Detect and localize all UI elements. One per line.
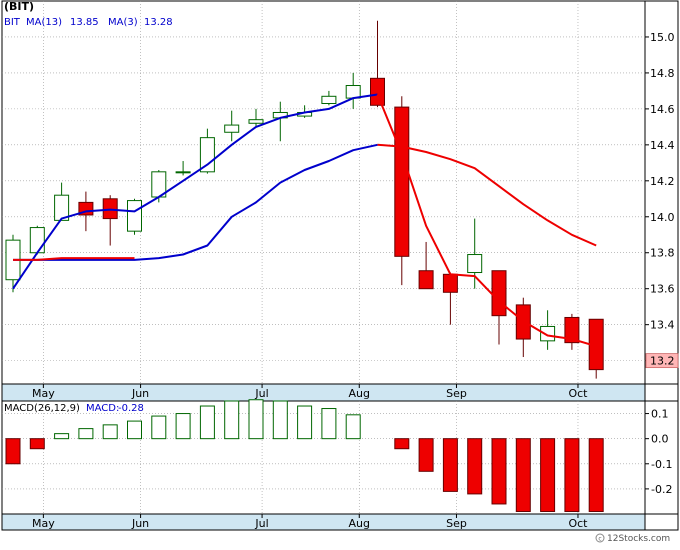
macd-axis-label: 0.0 — [651, 433, 669, 446]
macd-bar — [248, 399, 264, 440]
macd-axis-label: -0.1 — [651, 458, 672, 471]
price-month-label: Sep — [446, 387, 467, 400]
macd-month-label: Jun — [131, 517, 149, 530]
price-legend-value: 13.28 — [144, 17, 173, 28]
price-axis-label: 14.4 — [650, 139, 675, 152]
price-axis-label: 13.8 — [650, 247, 675, 260]
candle-body — [199, 137, 215, 173]
candle-body — [564, 316, 580, 344]
candle-body — [224, 124, 240, 133]
macd-bar — [491, 438, 507, 505]
price-legend-label: MA(3) — [108, 17, 138, 28]
candle-body — [442, 273, 458, 293]
candle-body — [321, 95, 337, 104]
price-axis-panel — [644, 0, 679, 385]
macd-month-strip — [1, 513, 646, 531]
macd-bar — [394, 438, 410, 450]
macd-month-label: May — [32, 517, 55, 530]
macd-month-label: Oct — [568, 517, 588, 530]
candle-body — [175, 171, 191, 174]
price-legend-label: MA(13) — [26, 17, 62, 28]
macd-axis-label: -0.2 — [651, 483, 672, 496]
macd-axis-label: 0.1 — [651, 408, 669, 421]
watermark-text: 12Stocks.com — [607, 534, 670, 544]
macd-bar — [199, 405, 215, 440]
macd-bar — [540, 438, 556, 512]
candle-body — [467, 254, 483, 274]
candle-body — [127, 200, 142, 232]
price-legend-symbol: BIT — [4, 17, 21, 28]
ma13-line — [13, 143, 378, 261]
macd-bar — [54, 433, 70, 440]
macd-legend-value-label: MACD: — [86, 403, 119, 414]
price-month-strip — [1, 383, 646, 402]
last-price-badge — [645, 353, 679, 369]
macd-bar — [127, 420, 142, 440]
price-month-label: Jul — [254, 387, 268, 400]
ma3-line — [13, 257, 135, 261]
macd-bar — [175, 413, 191, 440]
macd-bar — [321, 408, 337, 440]
price-month-label: May — [32, 387, 55, 400]
price-month-strip-axis — [644, 383, 679, 402]
macd-bar — [515, 438, 531, 512]
macd-legend-value: -0.28 — [118, 403, 144, 414]
macd-bar — [224, 400, 240, 440]
macd-bar — [102, 424, 118, 440]
candle-body — [491, 270, 507, 317]
price-axis-label: 14.2 — [650, 175, 675, 188]
candle-body — [418, 270, 434, 290]
svg-text:c: c — [598, 536, 601, 543]
price-axis-label: 14.8 — [650, 67, 675, 80]
price-month-label: Jun — [131, 387, 149, 400]
chart-title: (BIT) — [4, 0, 34, 13]
macd-legend-label: MACD(26,12,9) — [4, 403, 80, 414]
price-axis-label: 14.0 — [650, 211, 675, 224]
watermark: c 12Stocks.com — [595, 533, 670, 544]
macd-bar — [151, 415, 167, 440]
macd-bar — [29, 438, 45, 450]
candle-body — [248, 119, 264, 124]
macd-bar — [588, 438, 604, 512]
macd-bar — [442, 438, 458, 492]
macd-month-label: Sep — [446, 517, 467, 530]
price-month-label: Oct — [568, 387, 588, 400]
price-axis-label: 13.4 — [650, 319, 675, 332]
macd-bar — [345, 414, 361, 440]
ma13-line — [377, 143, 597, 247]
macd-bar — [467, 438, 483, 495]
macd-bar — [78, 428, 94, 440]
candle-body — [394, 106, 410, 257]
candle-body — [29, 227, 45, 254]
price-axis-label: 13.6 — [650, 283, 675, 296]
macd-bar — [297, 405, 313, 440]
last-price-label: 13.2 — [650, 355, 675, 368]
candle-body — [370, 77, 385, 106]
macd-bar — [418, 438, 434, 472]
macd-bar — [5, 438, 21, 465]
candle-body — [54, 194, 70, 221]
price-month-label: Aug — [349, 387, 370, 400]
candle-body — [540, 325, 556, 342]
macd-month-strip-axis — [644, 513, 679, 531]
macd-month-label: Jul — [254, 517, 268, 530]
price-legend-value: 13.85 — [70, 17, 99, 28]
price-axis-label: 15.0 — [650, 31, 675, 44]
macd-bar — [272, 400, 288, 440]
price-panel — [1, 0, 646, 385]
macd-month-label: Aug — [349, 517, 370, 530]
ma3-line — [376, 94, 597, 348]
price-axis-label: 14.6 — [650, 103, 675, 116]
macd-bar — [564, 438, 580, 512]
ma3-line — [12, 93, 378, 290]
candle-body — [345, 85, 361, 99]
